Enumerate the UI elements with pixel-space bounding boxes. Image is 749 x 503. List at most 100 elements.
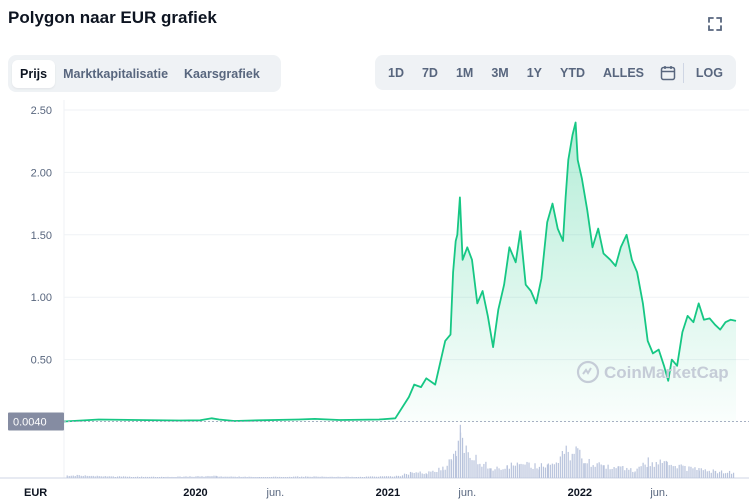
log-scale-button[interactable]: LOG <box>695 65 723 80</box>
volume-bar <box>117 476 119 478</box>
volume-bar <box>393 476 396 478</box>
volume-bar <box>319 476 321 478</box>
volume-bar <box>92 475 94 478</box>
volume-bar <box>279 476 281 478</box>
volume-bar <box>522 464 524 478</box>
volume-bar <box>137 476 139 478</box>
volume-bar <box>110 476 112 478</box>
volume-bar <box>68 475 70 478</box>
range-3m-button[interactable]: 3M <box>491 65 509 80</box>
volume-bar <box>86 475 88 478</box>
range-all-button[interactable]: ALLES <box>603 65 644 80</box>
currency-label: EUR <box>24 487 47 499</box>
volume-bar <box>540 463 543 478</box>
volume-bar <box>323 476 325 478</box>
price-chart[interactable]: 0.0040 0.50 1.00 1.50 2.00 2.50 2020 jun. 2021… <box>0 100 749 503</box>
volume-bar <box>724 473 727 478</box>
volume-bar <box>457 440 459 478</box>
volume-bar <box>463 452 465 478</box>
volume-bar <box>165 476 167 478</box>
volume-bar <box>624 470 626 478</box>
expand-icon[interactable] <box>706 15 724 33</box>
volume-bar <box>682 465 684 478</box>
volume-bar <box>708 470 710 478</box>
volume-bar <box>353 477 355 478</box>
volume-bar <box>209 476 211 478</box>
volume-bar <box>551 463 553 478</box>
volume-bar <box>446 465 448 478</box>
volume-bar <box>345 476 347 478</box>
volume-bar <box>514 465 516 478</box>
volume-bar <box>496 466 498 478</box>
range-1y-button[interactable]: 1Y <box>526 65 543 80</box>
range-1d-button[interactable]: 1D <box>388 65 404 80</box>
volume-bar <box>335 476 337 478</box>
volume-bar <box>193 476 195 478</box>
range-ytd-button[interactable]: YTD <box>560 65 586 80</box>
volume-bar <box>187 476 189 478</box>
volume-bar <box>688 466 690 478</box>
volume-bar <box>224 476 226 478</box>
volume-bar <box>638 466 640 478</box>
volume-bar <box>704 469 706 478</box>
volume-bar <box>72 475 74 478</box>
volume-bar <box>516 462 518 478</box>
tab-kaarsgrafiek[interactable]: Kaarsgrafiek <box>184 66 260 81</box>
volume-bar <box>119 476 121 478</box>
x-tick-label: jun. <box>457 487 476 499</box>
volume-bar <box>391 476 394 478</box>
volume-bar <box>115 476 117 478</box>
volume-bar <box>642 462 644 478</box>
volume-bar <box>436 472 438 478</box>
volume-bar <box>508 468 510 478</box>
volume-bar <box>628 469 630 478</box>
calendar-icon[interactable] <box>657 62 679 84</box>
volume-bar <box>70 475 72 478</box>
volume-bar <box>315 476 317 478</box>
volume-bar <box>108 476 110 478</box>
volume-bar <box>444 469 446 478</box>
volume-bar <box>504 468 506 478</box>
volume-bar <box>559 456 561 478</box>
volume-bar <box>78 475 80 478</box>
volume-bar <box>716 473 719 478</box>
volume-bar <box>226 476 228 478</box>
volume-bar <box>385 476 388 478</box>
volume-bar <box>285 477 287 478</box>
volume-bar <box>145 476 147 478</box>
volume-bar <box>203 476 205 478</box>
volume-bar <box>254 477 256 478</box>
range-7d-button[interactable]: 7D <box>421 65 438 80</box>
volume-bar <box>430 471 432 478</box>
volume-bar <box>333 476 335 478</box>
volume-bar <box>692 468 694 478</box>
volume-bar <box>615 468 617 478</box>
volume-bar <box>232 476 234 478</box>
volume-bar <box>248 476 250 478</box>
volume-bar <box>411 472 413 478</box>
x-tick-label: 2020 <box>183 487 207 499</box>
volume-bar <box>461 437 464 478</box>
volume-bar <box>313 476 315 478</box>
volume-bar <box>575 446 577 478</box>
tab-marktkapitalisatie[interactable]: Marktkapitalisatie <box>63 66 169 81</box>
volume-bar <box>367 476 370 478</box>
price-line <box>63 121 737 423</box>
volume-bar <box>680 464 682 478</box>
volume-bar <box>179 476 181 478</box>
tab-prijs[interactable]: Prijs <box>12 59 56 88</box>
volume-bar <box>317 476 319 478</box>
volume-bar <box>684 465 686 478</box>
volume-bar <box>102 476 104 478</box>
volume-bar <box>80 475 82 478</box>
volume-bar <box>289 476 291 478</box>
volume-bar <box>428 471 430 478</box>
y-tick-label: 2.00 <box>31 167 52 179</box>
volume-bar <box>494 469 496 478</box>
volume-bar <box>506 465 508 478</box>
range-1m-button[interactable]: 1M <box>455 65 474 80</box>
volume-bar <box>291 477 293 478</box>
volume-bar <box>228 476 230 478</box>
volume-bar <box>702 470 704 478</box>
volume-bar <box>473 460 475 478</box>
